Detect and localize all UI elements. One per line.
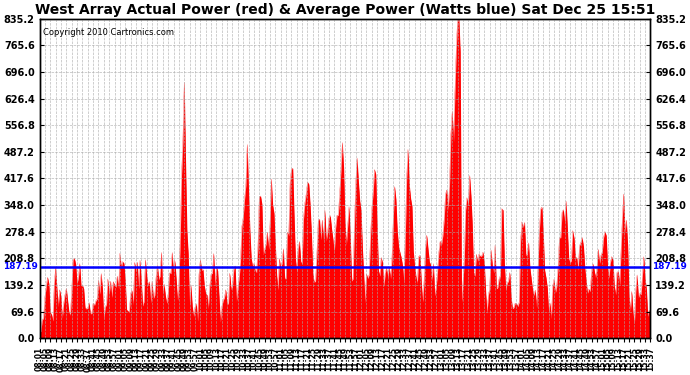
Title: West Array Actual Power (red) & Average Power (Watts blue) Sat Dec 25 15:51: West Array Actual Power (red) & Average …: [34, 3, 655, 18]
Text: 187.19: 187.19: [3, 262, 38, 271]
Text: Copyright 2010 Cartronics.com: Copyright 2010 Cartronics.com: [43, 28, 174, 37]
Text: 187.19: 187.19: [652, 262, 687, 271]
